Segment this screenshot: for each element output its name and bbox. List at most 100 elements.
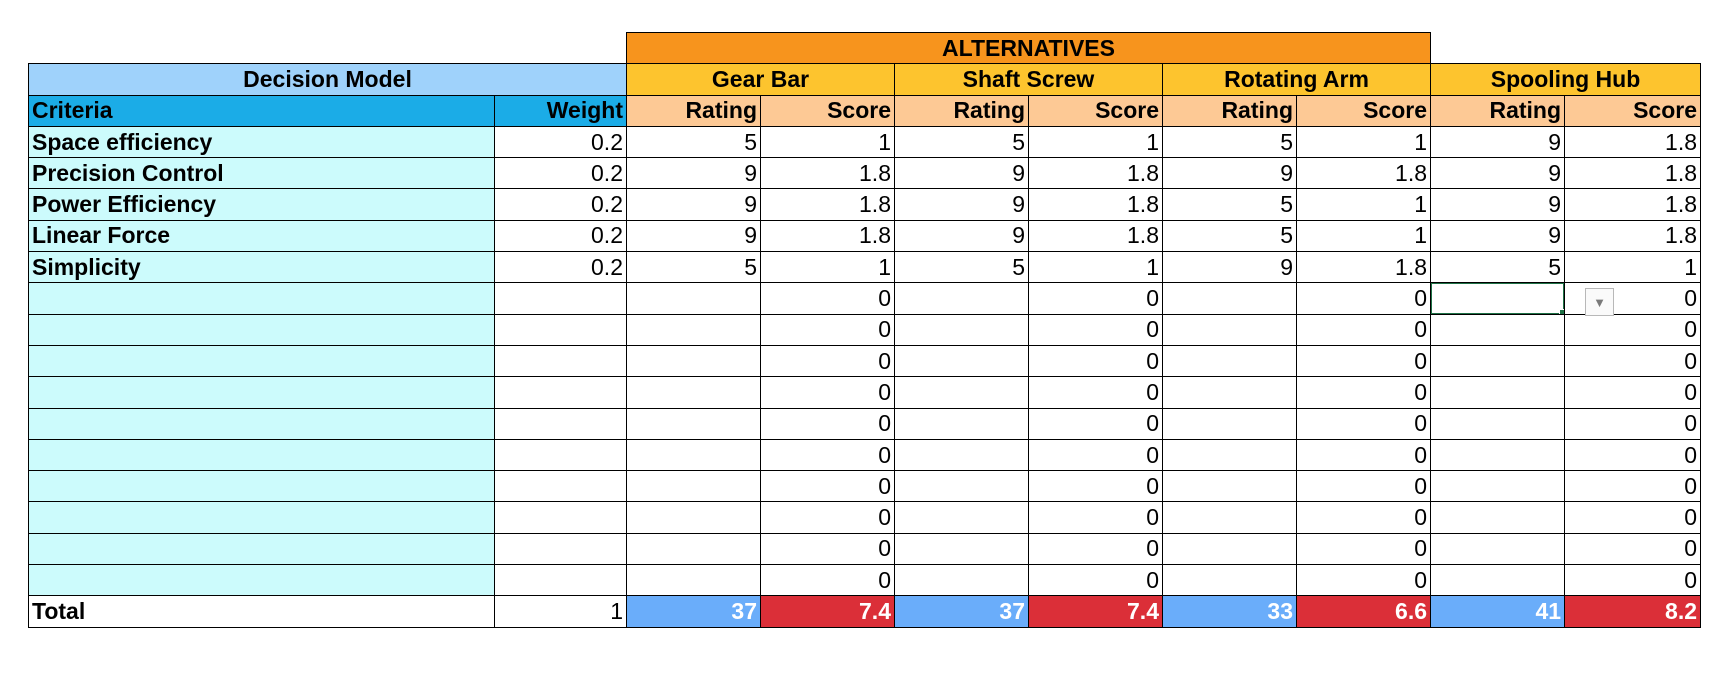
criteria-cell[interactable] [28,501,495,534]
criteria-cell[interactable]: Simplicity [28,251,495,284]
score-cell[interactable]: 1 [760,251,895,284]
rating-cell[interactable]: 5 [1162,219,1297,253]
score-cell[interactable]: 1.8 [1564,188,1702,221]
score-cell[interactable]: 0 [1295,532,1432,566]
rating-cell[interactable] [626,344,761,378]
rating-cell[interactable] [1162,282,1297,315]
rating-cell[interactable]: 9 [1430,157,1566,190]
score-cell[interactable]: 1.8 [1028,157,1163,190]
weight-cell[interactable] [494,313,627,346]
weight-cell[interactable] [494,470,627,503]
criteria-cell[interactable]: Space efficiency [28,125,495,159]
alternative-name-shaft-screw[interactable]: Shaft Screw [894,63,1163,96]
rating-cell[interactable] [626,438,761,472]
score-cell[interactable]: 0 [1028,282,1163,315]
rating-cell[interactable] [894,564,1029,597]
rating-cell[interactable] [626,376,761,409]
criteria-cell[interactable] [28,407,495,440]
rating-cell[interactable] [894,282,1029,315]
score-cell[interactable]: 0 [1564,470,1702,503]
rating-cell[interactable] [894,438,1029,472]
score-cell[interactable]: 0 [1028,564,1163,597]
fill-handle[interactable] [1559,308,1564,314]
criteria-cell[interactable]: Precision Control [28,157,495,190]
rating-cell[interactable] [1430,407,1566,440]
score-cell[interactable]: 0 [1295,438,1432,472]
score-cell[interactable]: 1 [1028,125,1163,159]
score-header[interactable]: Score [760,94,895,127]
rating-cell[interactable]: 5 [894,251,1029,284]
criteria-cell[interactable] [28,532,495,566]
score-cell[interactable]: 0 [760,438,895,472]
score-header[interactable]: Score [1564,94,1702,127]
total-score-cell[interactable]: 7.4 [1028,595,1163,628]
rating-cell[interactable] [626,470,761,503]
alternatives-header[interactable]: ALTERNATIVES [625,31,1432,65]
rating-cell[interactable]: 9 [894,219,1029,253]
total-weight[interactable]: 1 [494,595,627,628]
total-score-cell[interactable]: 7.4 [760,595,895,628]
decision-model-header[interactable]: Decision Model [28,63,627,96]
rating-cell[interactable] [1430,313,1566,346]
weight-cell[interactable] [494,344,627,378]
score-cell[interactable]: 1 [1028,251,1163,284]
rating-header[interactable]: Rating [1430,94,1566,127]
rating-cell[interactable]: 9 [626,188,761,221]
weight-cell[interactable] [494,564,627,597]
criteria-cell[interactable] [28,564,495,597]
score-cell[interactable]: 0 [1295,344,1432,378]
rating-cell[interactable]: 5 [626,251,761,284]
score-cell[interactable]: 0 [1564,344,1702,378]
rating-cell[interactable]: 9 [1162,157,1297,190]
rating-header[interactable]: Rating [1162,94,1297,127]
alternative-name-gear-bar[interactable]: Gear Bar [626,63,895,96]
score-cell[interactable]: 1 [1295,125,1432,159]
criteria-cell[interactable]: Power Efficiency [28,188,495,221]
rating-cell[interactable]: 9 [1162,251,1297,284]
score-cell[interactable]: 0 [760,501,895,534]
weight-cell[interactable] [494,501,627,534]
total-label[interactable]: Total [28,595,495,628]
score-cell[interactable]: 0 [760,376,895,409]
rating-cell[interactable]: 9 [894,157,1029,190]
score-cell[interactable]: 1.8 [760,157,895,190]
alternative-name-spooling-hub[interactable]: Spooling Hub [1430,63,1702,96]
score-cell[interactable]: 0 [1295,470,1432,503]
score-cell[interactable]: 0 [1564,313,1702,346]
rating-cell[interactable]: 9 [626,157,761,190]
weight-cell[interactable]: 0.2 [494,157,627,190]
rating-cell[interactable] [894,532,1029,566]
rating-cell[interactable] [1430,438,1566,472]
rating-cell[interactable]: 9 [1430,125,1566,159]
rating-cell[interactable] [626,407,761,440]
rating-cell[interactable] [626,501,761,534]
score-cell[interactable]: 1.8 [1564,125,1702,159]
score-cell[interactable]: 0 [1028,313,1163,346]
weight-cell[interactable]: 0.2 [494,219,627,253]
rating-cell[interactable]: 5 [894,125,1029,159]
criteria-cell[interactable] [28,376,495,409]
score-cell[interactable]: 0 [1564,501,1702,534]
rating-cell[interactable]: 5 [1162,125,1297,159]
score-cell[interactable]: 0 [760,532,895,566]
score-cell[interactable]: 0 [1028,501,1163,534]
score-cell[interactable]: 1.8 [1295,157,1432,190]
rating-cell[interactable] [894,501,1029,534]
score-cell[interactable]: 0 [1295,313,1432,346]
score-cell[interactable]: 0 [1028,438,1163,472]
score-cell[interactable]: 0 [1564,564,1702,597]
criteria-cell[interactable] [28,282,495,315]
total-score-cell[interactable]: 6.6 [1295,595,1432,628]
score-cell[interactable]: 0 [760,313,895,346]
score-cell[interactable]: 1.8 [1564,157,1702,190]
rating-cell[interactable] [1430,376,1566,409]
score-cell[interactable]: 0 [1295,282,1432,315]
total-rating-cell[interactable]: 41 [1430,595,1566,628]
score-cell[interactable]: 1.8 [1295,251,1432,284]
score-cell[interactable]: 0 [760,282,895,315]
weight-cell[interactable] [494,282,627,315]
score-cell[interactable]: 1 [1295,219,1432,253]
score-cell[interactable]: 0 [1564,438,1702,472]
weight-cell[interactable] [494,407,627,440]
criteria-cell[interactable] [28,344,495,378]
